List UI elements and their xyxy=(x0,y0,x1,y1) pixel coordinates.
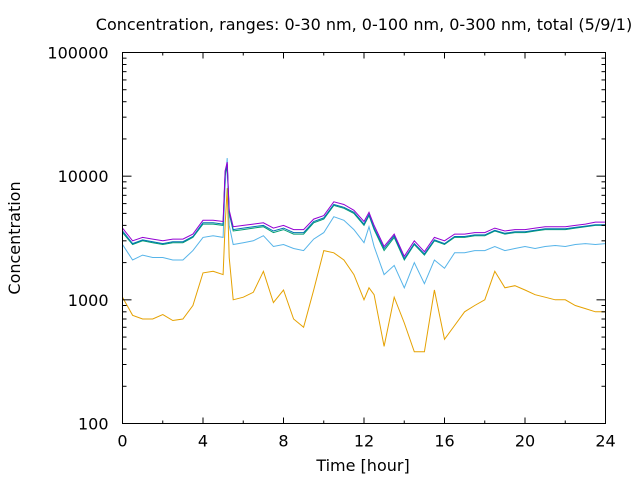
x-tick-label: 12 xyxy=(354,432,374,451)
series-line-2 xyxy=(122,158,606,290)
plot-frame xyxy=(122,52,606,424)
plot-series-group xyxy=(122,158,606,353)
series-line-4 xyxy=(122,164,606,260)
y-tick-label: 100000 xyxy=(47,44,108,63)
series-line-5 xyxy=(122,161,606,258)
series-line-1 xyxy=(122,188,606,353)
series-line-3 xyxy=(122,166,606,262)
y-axis-label: Concentration xyxy=(5,181,24,294)
x-tick-label: 24 xyxy=(595,432,615,451)
y-tick-label: 1000 xyxy=(68,291,109,310)
y-axis: 100 1000 10000 100000 xyxy=(47,44,606,434)
x-tick-label: 20 xyxy=(515,432,535,451)
chart-title: Concentration, ranges: 0-30 nm, 0-100 nm… xyxy=(96,15,632,34)
x-axis: 0 4 8 12 16 20 24 xyxy=(117,52,616,451)
x-tick-label: 0 xyxy=(117,432,127,451)
x-tick-label: 4 xyxy=(198,432,208,451)
x-tick-label: 8 xyxy=(278,432,288,451)
y-tick-label: 100 xyxy=(78,415,109,434)
y-tick-label: 10000 xyxy=(58,167,109,186)
x-tick-label: 16 xyxy=(434,432,454,451)
x-axis-label: Time [hour] xyxy=(315,456,409,475)
